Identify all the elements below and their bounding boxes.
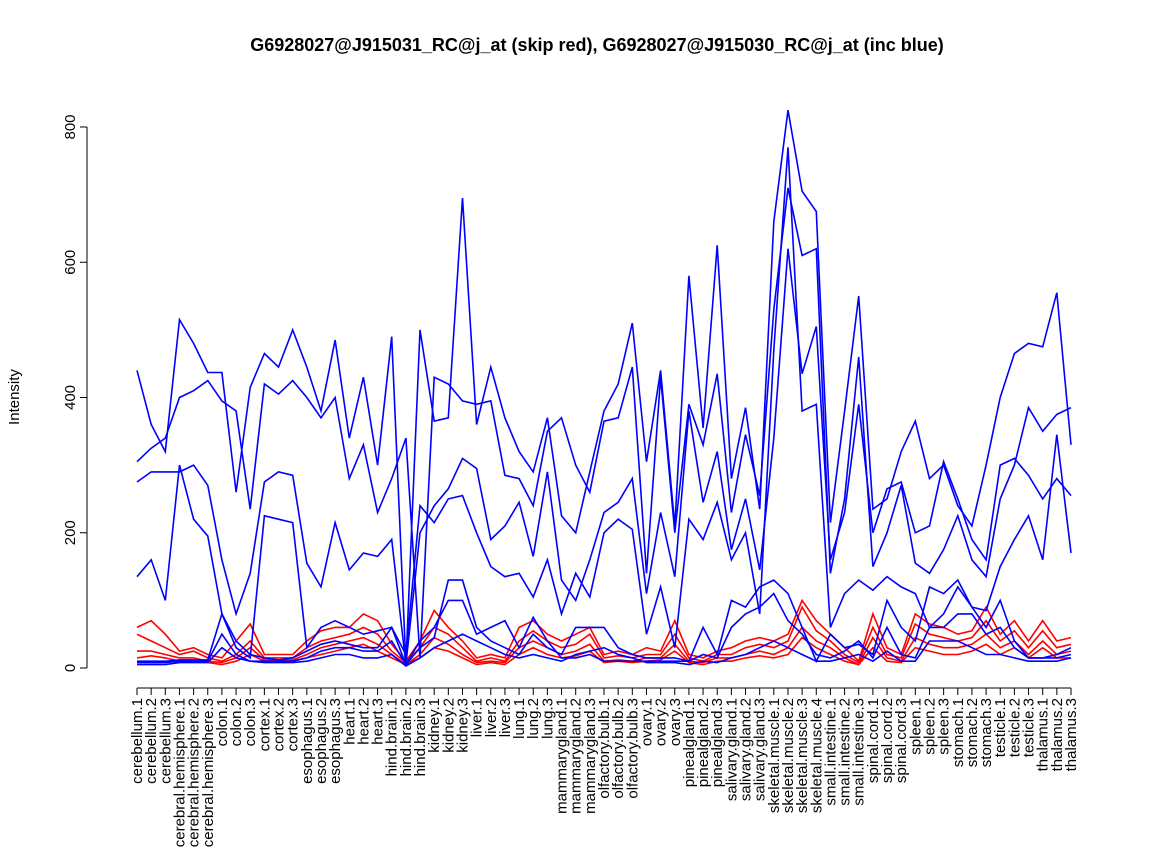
series-lines [136,109,1072,667]
x-tick-label: ovary.3 [667,698,684,746]
series-line-inc-1 [136,109,1072,665]
x-tick-label: colon.2 [228,698,245,746]
x-tick-label: small.intestine.1 [822,698,839,806]
x-tick-label: mammarygland.2 [568,698,585,814]
y-tick-label: 200 [62,520,79,545]
x-tick-label: spinal.cord.1 [865,698,882,783]
x-tick-label: cerebral.hemisphere.1 [171,698,188,847]
x-tick-label: olfactory.bulb.3 [624,698,641,799]
x-tick-label: ovary.2 [653,698,670,746]
x-tick-label: cortex.1 [256,698,273,751]
x-tick-label: cerebral.hemisphere.2 [186,698,203,847]
x-tick-label: hind.brain.2 [398,698,415,776]
y-tick-label: 600 [62,250,79,275]
x-tick-label: heart.2 [355,698,372,745]
x-tick-label: liver.1 [469,698,486,737]
x-tick-label: small.intestine.2 [837,698,854,806]
x-tick-label: stomach.3 [978,698,995,767]
x-tick-label: pinealgland.3 [709,698,726,787]
x-tick-label: skeletal.muscle.4 [808,698,825,813]
x-tick-label: stomach.2 [964,698,981,767]
y-tick-label: 400 [62,385,79,410]
x-tick-label: colon.3 [242,698,259,746]
x-tick-label: kidney.2 [440,698,457,753]
x-tick-label: kidney.3 [454,698,471,753]
x-tick-label: skeletal.muscle.1 [766,698,783,813]
x-tick-label: salivary.gland.1 [723,698,740,801]
x-tick-label: testicle.2 [1006,698,1023,757]
x-tick-label: thalamus.2 [1049,698,1066,771]
x-tick-label: lung.1 [511,698,528,739]
x-tick-label: hind.brain.1 [384,698,401,776]
x-tick-label: lung.3 [539,698,556,739]
x-tick-label: cerebellum.1 [129,698,146,784]
x-tick-label: cerebellum.3 [157,698,174,784]
x-tick-label: heart.3 [370,698,387,745]
x-tick-label: mammarygland.1 [554,698,571,814]
x-tick-label: cortex.3 [285,698,302,751]
x-tick-label: kidney.1 [426,698,443,753]
x-tick-label: testicle.1 [992,698,1009,757]
y-axis-label: Intensity [6,369,23,425]
x-tick-label: pinealgland.2 [695,698,712,787]
x-tick-label: liver.2 [483,698,500,737]
series-line-inc-3 [136,248,1072,665]
x-tick-label: skeletal.muscle.3 [794,698,811,813]
x-tick-label: colon.1 [214,698,231,746]
series-line-skip-1 [136,598,1072,663]
series-line-inc-4 [136,147,1072,660]
x-tick-label: spleen.2 [921,698,938,755]
y-axis: 0 200 400 600 800 [62,114,88,672]
x-tick-label: spleen.1 [907,698,924,755]
y-tick-label: 800 [62,114,79,139]
series-line-inc-7 [137,633,1072,667]
x-tick-label: spinal.cord.3 [893,698,910,783]
x-tick-label: lung.2 [525,698,542,739]
x-tick-label: olfactory.bulb.2 [610,698,627,799]
x-tick-label: spleen.3 [936,698,953,755]
x-tick-label: esophagus.2 [313,698,330,784]
series-line-inc-5 [137,578,1072,667]
x-tick-label: liver.3 [497,698,514,737]
y-tick-label: 0 [62,664,79,672]
x-tick-label: hind.brain.3 [412,698,429,776]
x-tick-label: cerebellum.2 [143,698,160,784]
x-tick-label: salivary.gland.3 [752,698,769,801]
x-tick-label: small.intestine.3 [851,698,868,806]
x-tick-label: spinal.cord.2 [879,698,896,783]
x-tick-label: thalamus.3 [1063,698,1080,771]
x-tick-label: thalamus.1 [1035,698,1052,771]
x-tick-label: esophagus.1 [299,698,316,784]
x-tick-label: skeletal.muscle.2 [780,698,797,813]
x-tick-label: heart.1 [341,698,358,745]
x-tick-label: cortex.2 [271,698,288,751]
x-tick-label: salivary.gland.2 [738,698,755,801]
x-axis: cerebellum.1cerebellum.2cerebellum.3cere… [129,687,1080,847]
x-tick-label: cerebral.hemisphere.3 [200,698,217,847]
x-tick-label: ovary.1 [638,698,655,746]
x-tick-label: mammarygland.3 [582,698,599,814]
series-line-inc-2 [136,187,1072,658]
series-line-inc-6 [137,579,1072,666]
x-tick-label: stomach.1 [950,698,967,767]
x-tick-label: pinealgland.1 [681,698,698,787]
x-tick-label: esophagus.3 [327,698,344,784]
x-tick-label: olfactory.bulb.1 [596,698,613,799]
chart-title: G6928027@J915031_RC@j_at (skip red), G69… [250,35,944,55]
x-tick-label: testicle.3 [1021,698,1038,757]
